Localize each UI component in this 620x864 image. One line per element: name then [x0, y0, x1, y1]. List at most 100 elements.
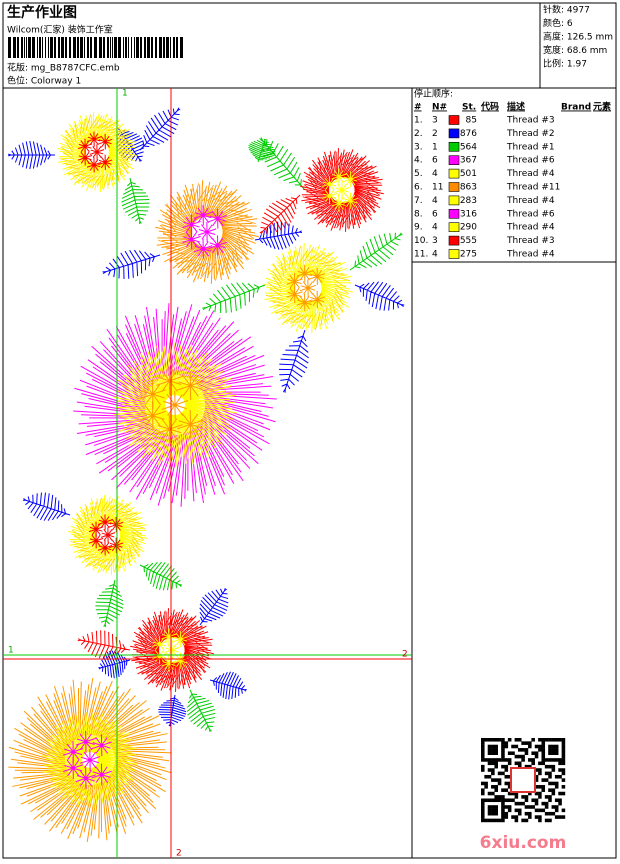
qr-cell	[511, 798, 515, 803]
bar	[180, 37, 183, 58]
qr-cell	[541, 751, 546, 755]
qr-cell	[507, 805, 512, 809]
needle: 6	[432, 156, 438, 166]
qr-cell	[548, 774, 552, 779]
stitch	[63, 740, 84, 763]
qr-cell	[491, 791, 495, 796]
qr-cell	[558, 791, 562, 796]
bar	[136, 37, 139, 58]
qr-cell	[534, 778, 539, 782]
column-header: 描述	[507, 101, 525, 113]
color-swatch	[448, 195, 460, 206]
guide-label: 1	[8, 646, 14, 656]
stitch	[155, 180, 259, 284]
stitch	[75, 730, 96, 753]
qr-cell	[531, 761, 535, 766]
qr-cell	[521, 818, 525, 823]
qr-cell	[501, 801, 505, 806]
bar	[128, 37, 129, 58]
needle: 4	[432, 223, 438, 233]
bar	[90, 37, 92, 58]
qr-cell	[514, 738, 519, 742]
qr-cell	[491, 798, 495, 803]
qr-cell	[541, 808, 546, 813]
qr-cell	[504, 798, 509, 803]
leaf	[139, 561, 183, 591]
qr-cell	[551, 738, 556, 742]
qr-cell	[544, 764, 549, 769]
qr-cell	[491, 805, 495, 809]
qr-cell	[481, 768, 485, 772]
qr-cell	[484, 798, 488, 803]
info-line: 颜色: 6	[543, 17, 573, 29]
qr-cell	[487, 761, 492, 766]
qr-cell	[541, 801, 546, 806]
qr-cell	[517, 801, 522, 806]
studio: Wilcom(汇家) 装饰工作室	[7, 24, 113, 36]
qr-cell	[558, 768, 562, 772]
qr-cell	[494, 744, 498, 749]
qr-cell	[504, 741, 509, 745]
leaf	[22, 492, 71, 521]
qr-cell	[501, 738, 505, 742]
qr-cell	[541, 754, 546, 759]
stitch	[177, 371, 204, 401]
qr-cell	[531, 758, 535, 762]
bar	[32, 37, 35, 58]
qr-cell	[524, 805, 529, 809]
qr-cell	[551, 758, 556, 762]
qr-cell	[487, 808, 492, 813]
qr-cell	[558, 798, 562, 803]
qr-cell	[524, 798, 529, 803]
leaf	[139, 107, 181, 151]
description: Thread #1	[506, 142, 555, 152]
qr-cell	[554, 815, 559, 819]
stitch	[309, 267, 326, 286]
design-file: 花版: mg_B8787CFC.emb	[7, 62, 120, 74]
stitch	[309, 290, 326, 309]
leaf	[102, 249, 161, 279]
stitches: 290	[460, 223, 477, 233]
qr-cell	[531, 738, 535, 742]
qr-cell	[514, 808, 519, 813]
bar	[107, 37, 109, 58]
qr-cell	[534, 815, 539, 819]
qr-cell	[514, 791, 519, 796]
color-swatch	[448, 182, 460, 192]
watermark: 6xiu.com	[480, 833, 567, 853]
qr-cell	[541, 785, 546, 789]
qr-cell	[497, 781, 502, 786]
row-no: 8.	[414, 209, 423, 219]
qr-cell	[491, 761, 495, 766]
qr-cell	[497, 798, 502, 803]
stitch	[302, 150, 382, 230]
qr-cell	[551, 791, 556, 796]
qr-cell	[531, 805, 535, 809]
qr-cell	[484, 818, 488, 823]
info-line: 宽度: 68.6 mm	[543, 44, 607, 56]
qr-cell	[531, 798, 535, 803]
needle: 1	[432, 142, 438, 152]
qr-cell	[491, 808, 495, 813]
qr-cell	[554, 781, 559, 786]
stitches: 501	[460, 169, 477, 179]
column-header: St.	[462, 103, 476, 113]
stitch	[98, 154, 113, 171]
stitches: 863	[460, 183, 477, 193]
qr-cell	[487, 768, 492, 772]
qr-cell	[524, 764, 529, 769]
qr-cell	[558, 758, 562, 762]
qr-cell	[481, 791, 485, 796]
qr-cell	[548, 758, 552, 762]
qr-cell	[521, 754, 525, 759]
qr-cell	[521, 741, 525, 745]
bar	[77, 37, 79, 58]
stitch	[156, 366, 183, 396]
stitch	[79, 749, 101, 771]
qr-cell	[554, 774, 559, 779]
qr-cell	[487, 791, 492, 796]
stitch	[331, 195, 347, 212]
qr-cell	[514, 801, 519, 806]
info-line: 针数: 4977	[543, 4, 590, 16]
